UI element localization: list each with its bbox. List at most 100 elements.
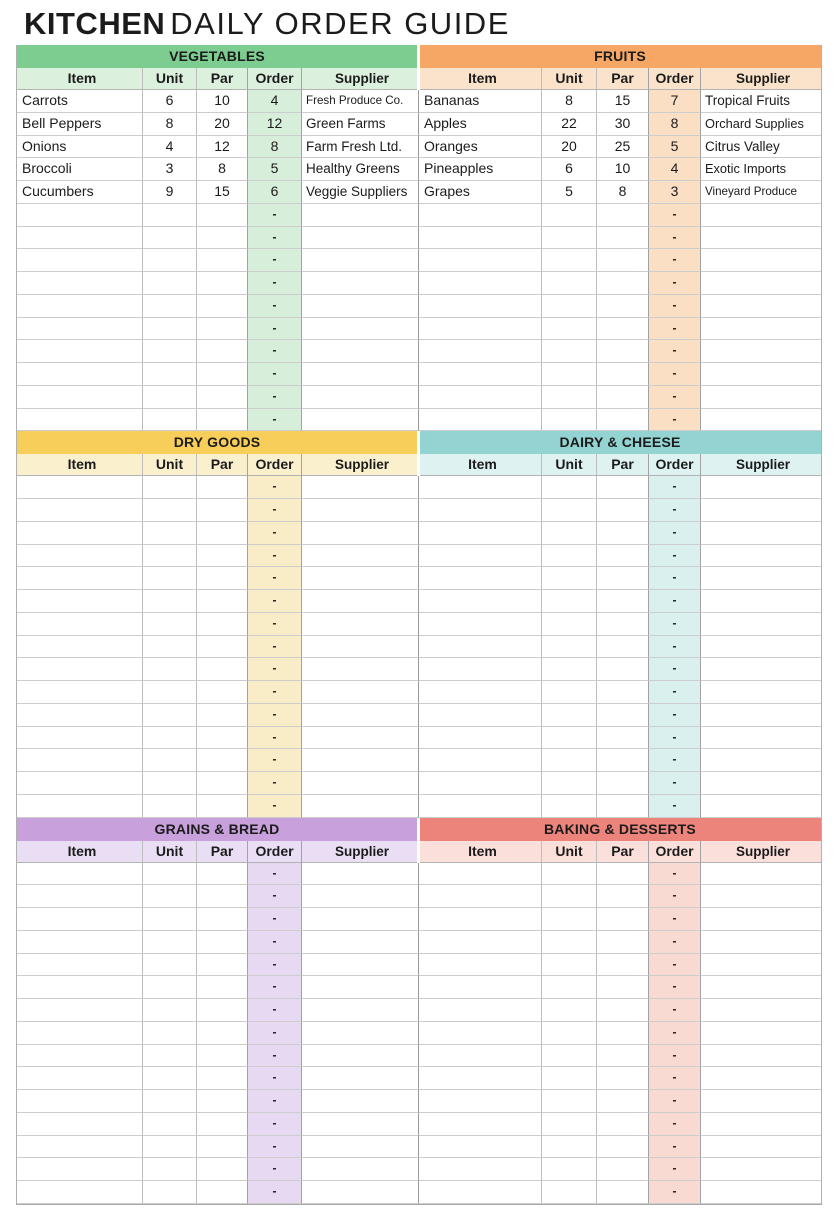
cell-supplier[interactable]: [302, 203, 419, 227]
cell-unit[interactable]: [143, 953, 197, 977]
cell-order[interactable]: -: [248, 862, 302, 886]
cell-order[interactable]: -: [649, 794, 701, 818]
cell-par[interactable]: 10: [197, 90, 248, 113]
cell-item[interactable]: [419, 1044, 542, 1068]
cell-item[interactable]: [419, 1067, 542, 1090]
cell-unit[interactable]: [542, 408, 597, 432]
cell-order[interactable]: -: [649, 294, 701, 318]
cell-supplier[interactable]: [701, 567, 821, 590]
cell-unit[interactable]: [542, 567, 597, 590]
cell-supplier[interactable]: [701, 863, 821, 886]
cell-item[interactable]: [17, 1135, 143, 1159]
cell-unit[interactable]: [143, 408, 197, 432]
cell-par[interactable]: [597, 317, 649, 341]
cell-item[interactable]: [419, 953, 542, 977]
cell-unit[interactable]: [542, 1112, 597, 1136]
cell-unit[interactable]: [542, 385, 597, 409]
cell-par[interactable]: [197, 862, 248, 886]
cell-unit[interactable]: [143, 908, 197, 931]
cell-supplier[interactable]: [701, 1113, 821, 1136]
cell-item[interactable]: [419, 408, 542, 432]
cell-unit[interactable]: [542, 544, 597, 568]
cell-order[interactable]: -: [649, 521, 701, 545]
cell-par[interactable]: [597, 1021, 649, 1045]
cell-order[interactable]: -: [649, 862, 701, 886]
cell-item[interactable]: [17, 567, 143, 590]
cell-order[interactable]: -: [649, 567, 701, 590]
cell-item[interactable]: [419, 499, 542, 522]
cell-item[interactable]: [17, 772, 143, 795]
cell-order[interactable]: -: [248, 1021, 302, 1045]
cell-item[interactable]: [17, 1090, 143, 1113]
cell-unit[interactable]: [542, 1135, 597, 1159]
cell-unit[interactable]: [143, 363, 197, 386]
cell-supplier[interactable]: [302, 1090, 419, 1113]
cell-par[interactable]: [197, 1090, 248, 1113]
cell-unit[interactable]: [143, 885, 197, 908]
cell-order[interactable]: -: [649, 249, 701, 272]
cell-par[interactable]: [597, 794, 649, 818]
cell-order[interactable]: -: [248, 1158, 302, 1181]
cell-order[interactable]: -: [248, 999, 302, 1022]
cell-supplier[interactable]: [302, 862, 419, 886]
cell-item[interactable]: [17, 1067, 143, 1090]
cell-order[interactable]: -: [248, 499, 302, 522]
cell-supplier[interactable]: [302, 1112, 419, 1136]
cell-unit[interactable]: [143, 772, 197, 795]
cell-order[interactable]: -: [649, 1067, 701, 1090]
cell-par[interactable]: [597, 658, 649, 681]
cell-unit[interactable]: [542, 226, 597, 250]
cell-supplier[interactable]: Veggie Suppliers: [302, 181, 419, 204]
cell-item[interactable]: [419, 317, 542, 341]
cell-par[interactable]: [197, 681, 248, 704]
cell-item[interactable]: Grapes: [419, 181, 542, 204]
cell-par[interactable]: 25: [597, 135, 649, 159]
cell-supplier[interactable]: Green Farms: [302, 112, 419, 136]
cell-item[interactable]: [17, 226, 143, 250]
cell-item[interactable]: [419, 476, 542, 499]
cell-unit[interactable]: [143, 385, 197, 409]
cell-item[interactable]: [419, 590, 542, 613]
cell-par[interactable]: [197, 885, 248, 908]
cell-par[interactable]: [597, 953, 649, 977]
cell-unit[interactable]: [143, 635, 197, 659]
cell-item[interactable]: [17, 1044, 143, 1068]
cell-unit[interactable]: [143, 317, 197, 341]
cell-par[interactable]: [597, 567, 649, 590]
cell-item[interactable]: [17, 203, 143, 227]
cell-par[interactable]: [597, 681, 649, 704]
cell-par[interactable]: [597, 1135, 649, 1159]
cell-item[interactable]: [419, 272, 542, 295]
cell-unit[interactable]: [143, 930, 197, 954]
cell-supplier[interactable]: Farm Fresh Ltd.: [302, 135, 419, 159]
cell-supplier[interactable]: [701, 1045, 821, 1068]
cell-item[interactable]: [419, 340, 542, 363]
cell-item[interactable]: [419, 1112, 542, 1136]
cell-unit[interactable]: 22: [542, 112, 597, 136]
cell-supplier[interactable]: [701, 1181, 821, 1204]
cell-supplier[interactable]: [302, 635, 419, 659]
cell-supplier[interactable]: [302, 1158, 419, 1181]
cell-unit[interactable]: [143, 658, 197, 681]
cell-supplier[interactable]: [701, 772, 821, 795]
cell-order[interactable]: -: [248, 272, 302, 295]
cell-unit[interactable]: [542, 203, 597, 227]
cell-supplier[interactable]: [302, 590, 419, 613]
cell-par[interactable]: [197, 749, 248, 772]
cell-order[interactable]: 3: [649, 181, 701, 204]
cell-par[interactable]: [597, 908, 649, 931]
cell-item[interactable]: [419, 1135, 542, 1159]
cell-unit[interactable]: [143, 703, 197, 727]
cell-par[interactable]: [197, 294, 248, 318]
cell-order[interactable]: -: [248, 317, 302, 341]
cell-par[interactable]: [197, 408, 248, 432]
cell-supplier[interactable]: Orchard Supplies: [701, 113, 821, 136]
cell-unit[interactable]: [542, 703, 597, 727]
cell-par[interactable]: 10: [597, 158, 649, 181]
cell-supplier[interactable]: [302, 999, 419, 1022]
cell-item[interactable]: [419, 772, 542, 795]
cell-unit[interactable]: 4: [143, 135, 197, 159]
cell-order[interactable]: -: [248, 612, 302, 636]
cell-supplier[interactable]: [701, 1067, 821, 1090]
cell-item[interactable]: [17, 681, 143, 704]
